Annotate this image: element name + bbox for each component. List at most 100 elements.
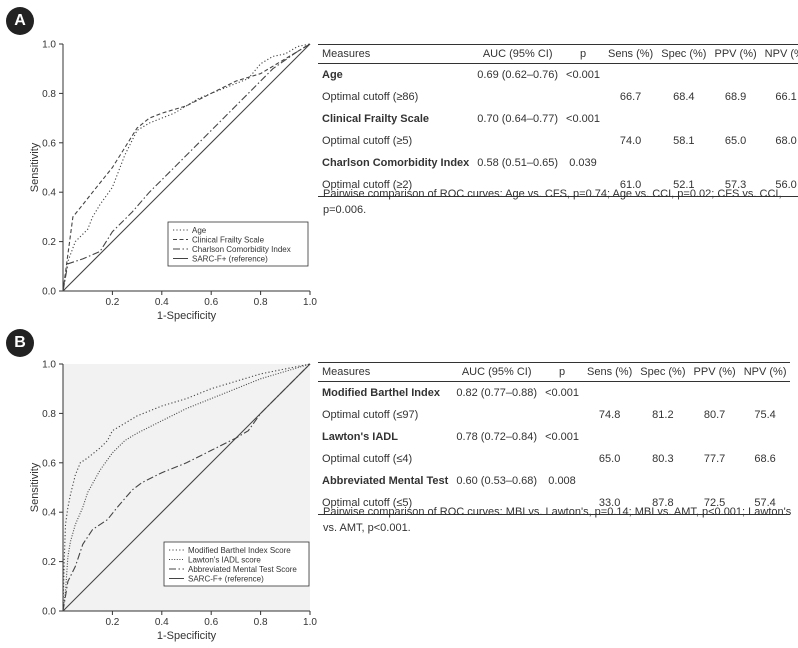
table-cell [710, 152, 760, 174]
table-cell [583, 470, 636, 492]
table-cell [541, 448, 583, 470]
table-header: Sens (%) [583, 362, 637, 382]
table-header: NPV (%) [760, 44, 798, 64]
table-row: Optimal cutoff (≥2) 61.0 52.1 57.3 56.0 [318, 174, 798, 197]
y-tick-label: 0.0 [42, 287, 56, 298]
table-row: Optimal cutoff (≤5) 33.0 87.8 72.5 57.4 [318, 492, 791, 515]
table-row: Modified Barthel Index 0.82 (0.77–0.88) <0… [318, 382, 790, 405]
table-cell: 77.7 [703, 453, 726, 465]
series-line-sarc-f-reference- [62, 363, 311, 612]
table-cell: Age [322, 69, 343, 81]
table-cell [761, 152, 798, 174]
table-cell [690, 426, 740, 448]
y-tick-label: 0.4 [42, 188, 56, 199]
roc-chart-b: 0.0 0.2 0.4 0.6 0.8 1.0 0.2 0.4 0.6 0.8 1.0 1-Speci… [29, 360, 317, 643]
table-cell: 65.0 [724, 135, 747, 147]
table-cell: 72.5 [689, 492, 740, 515]
x-axis-label: 1-Specificity [157, 630, 217, 642]
table-cell [710, 64, 760, 87]
y-tick-label: 1.0 [42, 40, 56, 51]
series-line-modified-barthel-index-score [62, 363, 311, 612]
x-tick-label: 0.8 [254, 297, 268, 308]
table-cell [710, 108, 760, 130]
legend-box [167, 221, 309, 267]
table-cell: <0.001 [545, 431, 580, 443]
series-line-age [62, 43, 311, 292]
table-cell: 66.7 [619, 91, 642, 103]
table-row: Lawton's IADL 0.78 (0.72–0.84) <0.001 [318, 426, 790, 448]
table-row: Age 0.69 (0.62–0.76) <0.001 [318, 64, 798, 87]
comparison-note-a: Pairwise comparison of ROC curves: Age v… [323, 188, 782, 216]
table-cell [690, 382, 740, 405]
y-axis-label: Sensitivity [29, 142, 41, 192]
table-cell: <0.001 [566, 113, 600, 125]
table-cell: 0.58 (0.51–0.65) [477, 157, 559, 169]
y-tick-label: 0.4 [42, 508, 56, 519]
table-cell: Lawton's IADL [322, 431, 398, 443]
table-cell: Optimal cutoff (≥2) [318, 174, 474, 197]
table-row: Charlson Comorbidity Index 0.58 (0.51–0.6… [318, 152, 798, 174]
table-cell: Optimal cutoff (≥5) [322, 135, 413, 147]
x-tick-label: 0.4 [155, 297, 169, 308]
y-tick-label: 0.2 [42, 557, 56, 568]
table-cell [583, 382, 636, 405]
y-tick-label: 0.6 [42, 458, 56, 469]
legend-box [163, 541, 310, 587]
legend-label: Abbreviated Mental Test Score [188, 565, 297, 574]
table-cell [541, 404, 583, 426]
table-header: NPV (%) [739, 362, 791, 382]
table-cell: 61.0 [603, 174, 658, 197]
table-cell: 68.0 [775, 135, 797, 147]
table-row: Optimal cutoff (≤4) 65.0 80.3 77.7 68.6 [318, 448, 790, 470]
table-cell: 57.4 [739, 492, 791, 515]
x-axis-label: 1-Specificity [157, 310, 217, 322]
table-header: Measures [318, 362, 453, 382]
table-cell: 0.008 [548, 475, 576, 487]
table-cell [657, 64, 710, 87]
table-header: PPV (%) [689, 362, 740, 382]
panel-a-badge: A [6, 7, 34, 35]
table-cell: 0.70 (0.64–0.77) [477, 113, 559, 125]
table-cell [657, 108, 710, 130]
table-cell [657, 152, 710, 174]
x-tick-label: 1.0 [303, 297, 317, 308]
table-cell: 52.1 [657, 174, 711, 197]
table-cell: Optimal cutoff (≤97) [322, 409, 419, 421]
table-cell: <0.001 [545, 387, 580, 399]
x-tick-label: 0.8 [254, 617, 268, 628]
table-header: p [562, 44, 604, 64]
table-cell [452, 492, 542, 515]
table-header: p [541, 362, 584, 382]
table-cell [452, 404, 541, 426]
x-tick-label: 0.6 [204, 617, 218, 628]
table-cell: Charlson Comorbidity Index [322, 157, 470, 169]
table-cell [562, 130, 604, 152]
comparison-note-b: Pairwise comparison of ROC curves: MBI v… [323, 506, 792, 534]
table-cell: Modified Barthel Index [322, 387, 440, 399]
series-line-sarc-f-reference- [62, 43, 311, 292]
table-cell: 0.69 (0.62–0.76) [477, 69, 559, 81]
table-cell [583, 426, 636, 448]
table-header: Measures [318, 44, 474, 64]
table-cell: 74.8 [598, 409, 621, 421]
table-cell [473, 130, 562, 152]
table-cell [562, 174, 604, 197]
table-cell: 33.0 [583, 492, 637, 515]
table-cell [761, 64, 798, 87]
x-tick-label: 0.2 [105, 297, 119, 308]
legend-label: Lawton's IADL score [188, 556, 261, 565]
table-cell: Optimal cutoff (≥86) [322, 91, 419, 103]
table-cell: 87.8 [636, 492, 690, 515]
table-cell [562, 86, 604, 108]
legend-label: Charlson Comorbidity Index [192, 245, 291, 254]
panel-b-badge: B [6, 329, 34, 357]
table-cell [636, 470, 689, 492]
legend-label: SARC-F+ (reference) [192, 255, 268, 264]
table-cell: 66.1 [775, 91, 797, 103]
table-row: Clinical Frailty Scale 0.70 (0.64–0.77) <0… [318, 108, 798, 130]
table-cell [604, 108, 657, 130]
table-cell [761, 108, 798, 130]
legend-label: Age [192, 226, 207, 235]
y-tick-label: 0.0 [42, 607, 56, 618]
table-cell: 0.78 (0.72–0.84) [456, 431, 538, 443]
